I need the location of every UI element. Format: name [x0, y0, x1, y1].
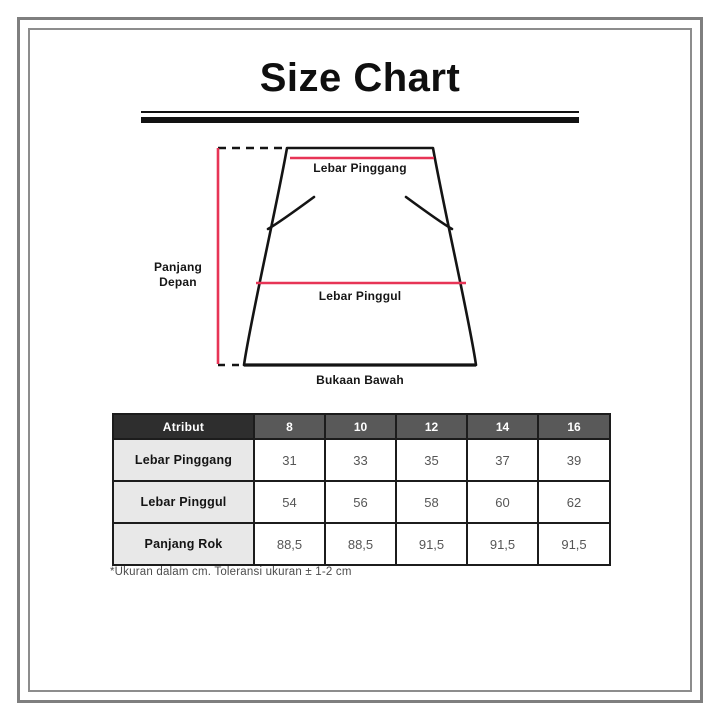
- waist-value-size-14: 37: [466, 438, 539, 482]
- measurement-footnote: *Ukuran dalam cm. Toleransi ukuran ± 1-2…: [110, 566, 352, 578]
- hip-value-size-8: 54: [253, 480, 326, 524]
- table-header-row: Atribut 8 10 12 14 16: [112, 413, 611, 440]
- row-label-waist: Lebar Pinggang: [112, 438, 255, 482]
- header-cell-attribute: Atribut: [112, 413, 255, 440]
- waist-value-size-10: 33: [324, 438, 397, 482]
- header-cell-size-8: 8: [253, 413, 326, 440]
- front-length-label: Panjang Depan: [153, 260, 203, 289]
- length-value-size-12: 91,5: [395, 522, 468, 566]
- hip-value-size-16: 62: [537, 480, 611, 524]
- length-value-size-8: 88,5: [253, 522, 326, 566]
- length-value-size-16: 91,5: [537, 522, 611, 566]
- hip-value-size-10: 56: [324, 480, 397, 524]
- page-title: Size Chart: [259, 56, 461, 100]
- waist-value-size-16: 39: [537, 438, 611, 482]
- title-rule-thin: [141, 111, 579, 113]
- hip-value-size-12: 58: [395, 480, 468, 524]
- bottom-opening-label: Bukaan Bawah: [316, 373, 404, 387]
- waist-label: Lebar Pinggang: [313, 161, 407, 175]
- row-label-length: Panjang Rok: [112, 522, 255, 566]
- header-cell-size-12: 12: [395, 413, 468, 440]
- row-label-hip: Lebar Pinggul: [112, 480, 255, 524]
- table-row-length: Panjang Rok 88,5 88,5 91,5 91,5 91,5: [112, 522, 611, 566]
- hip-label: Lebar Pinggul: [318, 289, 402, 303]
- hip-value-size-14: 60: [466, 480, 539, 524]
- length-value-size-10: 88,5: [324, 522, 397, 566]
- size-chart-table: Atribut 8 10 12 14 16 Lebar Pinggang 31 …: [112, 413, 611, 566]
- header-cell-size-14: 14: [466, 413, 539, 440]
- inner-frame-border: [28, 28, 692, 692]
- table-row-hip: Lebar Pinggul 54 56 58 60 62: [112, 480, 611, 524]
- length-value-size-14: 91,5: [466, 522, 539, 566]
- header-cell-size-10: 10: [324, 413, 397, 440]
- outer-frame-border: [17, 17, 703, 703]
- table-row-waist: Lebar Pinggang 31 33 35 37 39: [112, 438, 611, 482]
- title-rule-thick: [141, 117, 579, 123]
- waist-value-size-8: 31: [253, 438, 326, 482]
- waist-value-size-12: 35: [395, 438, 468, 482]
- header-cell-size-16: 16: [537, 413, 611, 440]
